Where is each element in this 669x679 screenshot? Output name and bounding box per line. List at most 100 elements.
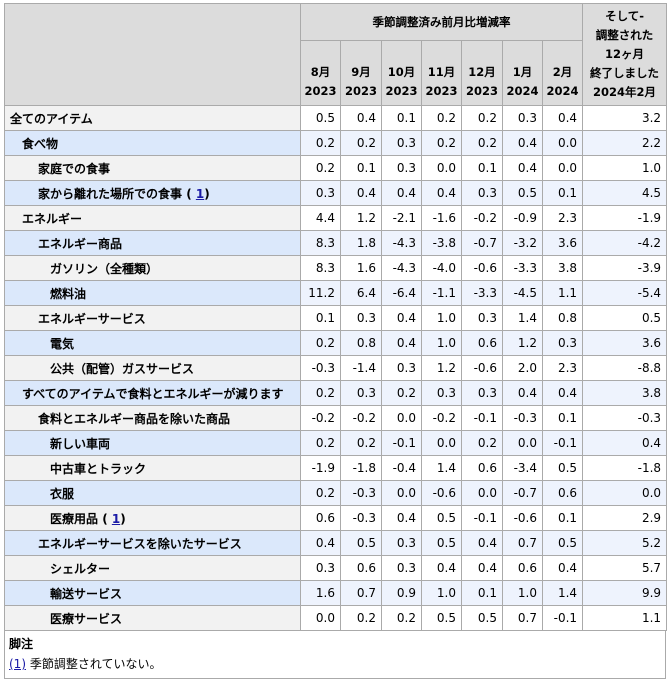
value-cell: 1.1 bbox=[541, 280, 584, 306]
value-cell: 0.2 bbox=[340, 430, 382, 456]
table-row: 医療サービス 0.0 0.2 0.2 0.5 0.5 0.7 -0.1 1.1 bbox=[4, 605, 668, 631]
value-cell: 0.5 bbox=[421, 605, 462, 631]
header-month-3: 11月 2023 bbox=[421, 40, 462, 106]
footnote-item: (1) 季節調整されていない。 bbox=[9, 655, 661, 672]
value-cell: 6.4 bbox=[340, 280, 382, 306]
table-row: 衣服 0.2 -0.3 0.0 -0.6 0.0 -0.7 0.6 0.0 bbox=[4, 480, 668, 506]
value-cell: 2.3 bbox=[541, 355, 584, 381]
row-label-text: 電気 bbox=[50, 336, 75, 351]
value-cell: 2.3 bbox=[541, 205, 584, 231]
row-label: 燃料油 bbox=[4, 280, 301, 306]
row-label-text: 衣服 bbox=[50, 486, 75, 501]
value-cell: -6.4 bbox=[381, 280, 422, 306]
value-cell: 0.2 bbox=[300, 330, 341, 356]
annual-value-cell: -3.9 bbox=[582, 255, 668, 281]
annual-value-cell: -4.2 bbox=[582, 230, 668, 256]
value-cell: -3.8 bbox=[421, 230, 462, 256]
value-cell: 11.2 bbox=[300, 280, 341, 306]
value-cell: 0.5 bbox=[421, 505, 462, 531]
header-month-0: 8月 2023 bbox=[300, 40, 341, 106]
value-cell: 8.3 bbox=[300, 230, 341, 256]
value-cell: 0.5 bbox=[421, 530, 462, 556]
row-label-text: 燃料油 bbox=[50, 286, 87, 301]
value-cell: 0.6 bbox=[461, 330, 503, 356]
header-blank-cell bbox=[4, 3, 301, 106]
value-cell: 0.0 bbox=[541, 155, 584, 181]
value-cell: 0.6 bbox=[461, 455, 503, 481]
annual-value-cell: 2.9 bbox=[582, 505, 668, 531]
annual-value-cell: 2.2 bbox=[582, 130, 668, 156]
value-cell: 3.8 bbox=[541, 255, 584, 281]
value-cell: -0.7 bbox=[502, 480, 543, 506]
footnote-text: 季節調整されていない。 bbox=[29, 657, 162, 671]
value-cell: 0.1 bbox=[541, 505, 584, 531]
value-cell: 0.2 bbox=[340, 130, 382, 156]
footnote-link[interactable]: 1 bbox=[111, 511, 121, 526]
header-month-label: 8月 bbox=[310, 65, 331, 79]
value-cell: -3.3 bbox=[461, 280, 503, 306]
annual-value-cell: 0.4 bbox=[582, 430, 668, 456]
row-label: 中古車とトラック bbox=[4, 455, 301, 481]
header-month-label: 2月 bbox=[552, 65, 573, 79]
value-cell: 0.4 bbox=[381, 180, 422, 206]
value-cell: 0.3 bbox=[381, 530, 422, 556]
row-label-text: エネルギーサービス bbox=[38, 311, 146, 326]
row-label: エネルギー bbox=[4, 205, 301, 231]
value-cell: 0.3 bbox=[340, 305, 382, 331]
row-label: 全てのアイテム bbox=[4, 105, 301, 131]
header-month-6: 2月 2024 bbox=[541, 40, 584, 106]
value-cell: 0.0 bbox=[300, 605, 341, 631]
value-cell: 0.4 bbox=[381, 505, 422, 531]
footnote-link[interactable]: 1 bbox=[195, 186, 205, 201]
header-year-label: 2023 bbox=[304, 84, 337, 98]
value-cell: 0.5 bbox=[541, 530, 584, 556]
row-label-text: 家から離れた場所での食事 bbox=[38, 186, 183, 201]
row-label-text: 家庭での食事 bbox=[38, 161, 111, 176]
table-row: 燃料油 11.2 6.4 -6.4 -1.1 -3.3 -4.5 1.1 -5.4 bbox=[4, 280, 668, 306]
value-cell: 0.6 bbox=[541, 480, 584, 506]
header-month-label: 12月 bbox=[468, 65, 496, 79]
header-month-5: 1月 2024 bbox=[502, 40, 543, 106]
footnote-ref-link[interactable]: (1) bbox=[9, 657, 26, 671]
value-cell: -0.7 bbox=[461, 230, 503, 256]
value-cell: -0.2 bbox=[340, 405, 382, 431]
header-year-label: 2023 bbox=[344, 84, 377, 98]
value-cell: 1.6 bbox=[340, 255, 382, 281]
value-cell: -1.9 bbox=[300, 455, 341, 481]
header-year-label: 2024 bbox=[506, 84, 539, 98]
row-label: 電気 bbox=[4, 330, 301, 356]
header-month-label: 10月 bbox=[387, 65, 416, 79]
row-label: 衣服 bbox=[4, 480, 301, 506]
row-label: 家から離れた場所での食事 ( 1) bbox=[4, 180, 301, 206]
annual-value-cell: -1.8 bbox=[582, 455, 668, 481]
value-cell: 0.4 bbox=[300, 530, 341, 556]
table-row: 全てのアイテム 0.5 0.4 0.1 0.2 0.2 0.3 0.4 3.2 bbox=[4, 105, 668, 131]
table-row: 食べ物 0.2 0.2 0.3 0.2 0.2 0.4 0.0 2.2 bbox=[4, 130, 668, 156]
value-cell: -0.6 bbox=[421, 480, 462, 506]
row-label: 輸送サービス bbox=[4, 580, 301, 606]
row-label: 医療用品 ( 1) bbox=[4, 505, 301, 531]
header-year-label: 2023 bbox=[385, 84, 418, 98]
annual-value-cell: 3.8 bbox=[582, 380, 668, 406]
table-row: 家庭での食事 0.2 0.1 0.3 0.0 0.1 0.4 0.0 1.0 bbox=[4, 155, 668, 181]
value-cell: 2.0 bbox=[502, 355, 543, 381]
value-cell: 0.2 bbox=[381, 605, 422, 631]
table-row: エネルギーサービス 0.1 0.3 0.4 1.0 0.3 1.4 0.8 0.5 bbox=[4, 305, 668, 331]
value-cell: 1.0 bbox=[421, 305, 462, 331]
value-cell: -0.2 bbox=[461, 205, 503, 231]
value-cell: 0.0 bbox=[502, 430, 543, 456]
row-label: ガソリン（全種類） bbox=[4, 255, 301, 281]
table-row: シェルター 0.3 0.6 0.3 0.4 0.4 0.6 0.4 5.7 bbox=[4, 555, 668, 581]
value-cell: 0.8 bbox=[340, 330, 382, 356]
value-cell: 0.3 bbox=[381, 155, 422, 181]
value-cell: 1.2 bbox=[421, 355, 462, 381]
header-month-1: 9月 2023 bbox=[340, 40, 382, 106]
value-cell: 0.1 bbox=[461, 580, 503, 606]
row-label-text: 医療用品 bbox=[50, 511, 99, 526]
value-cell: 0.2 bbox=[461, 430, 503, 456]
value-cell: 0.9 bbox=[381, 580, 422, 606]
value-cell: -0.2 bbox=[421, 405, 462, 431]
value-cell: 3.6 bbox=[541, 230, 584, 256]
value-cell: 0.6 bbox=[340, 555, 382, 581]
value-cell: 0.4 bbox=[541, 555, 584, 581]
